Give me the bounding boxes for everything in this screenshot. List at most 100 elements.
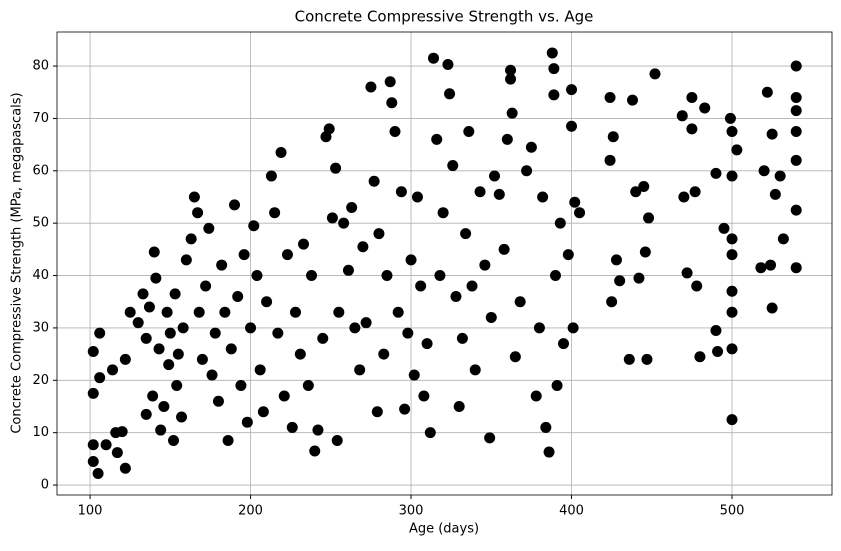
- point: [453, 400, 465, 412]
- point: [469, 364, 481, 376]
- point: [140, 408, 152, 420]
- y-tick-label: 80: [32, 59, 49, 74]
- point: [726, 343, 738, 355]
- point: [257, 406, 269, 418]
- point: [694, 351, 706, 363]
- point: [206, 369, 218, 381]
- point: [493, 188, 505, 200]
- point: [765, 259, 777, 271]
- point: [164, 327, 176, 339]
- point: [261, 296, 273, 308]
- point: [248, 220, 260, 232]
- point: [245, 322, 257, 334]
- point: [365, 81, 377, 93]
- point: [566, 120, 578, 132]
- point: [172, 348, 184, 360]
- point: [254, 364, 266, 376]
- x-tick-label: 200: [238, 504, 263, 519]
- point: [241, 416, 253, 428]
- point: [232, 290, 244, 302]
- point: [607, 131, 619, 143]
- point: [225, 343, 237, 355]
- y-axis-label: Concrete Compressive Strength (MPa, mega…: [10, 92, 25, 433]
- point: [460, 228, 472, 240]
- point: [392, 306, 404, 318]
- point: [485, 311, 497, 323]
- point: [251, 270, 263, 282]
- point: [158, 400, 170, 412]
- x-axis-label: Age (days): [409, 522, 479, 537]
- point: [566, 84, 578, 96]
- point: [724, 112, 736, 124]
- point: [766, 302, 778, 314]
- point: [505, 73, 517, 85]
- point: [418, 390, 430, 402]
- point: [514, 296, 526, 308]
- point: [298, 238, 310, 250]
- point: [368, 175, 380, 187]
- point: [180, 254, 192, 266]
- point: [551, 380, 563, 392]
- point: [463, 126, 475, 138]
- point: [137, 288, 149, 300]
- point: [548, 89, 560, 101]
- point: [94, 372, 106, 384]
- point: [338, 217, 350, 229]
- point: [193, 306, 205, 318]
- point: [444, 88, 456, 100]
- point: [442, 58, 454, 70]
- point: [386, 97, 398, 109]
- point: [235, 380, 247, 392]
- point: [360, 317, 372, 329]
- point: [330, 162, 342, 174]
- point: [758, 165, 770, 177]
- point: [354, 364, 366, 376]
- point: [686, 91, 698, 103]
- point: [525, 141, 537, 153]
- point: [153, 343, 165, 355]
- point: [124, 306, 136, 318]
- point: [726, 249, 738, 261]
- point: [533, 322, 545, 334]
- point: [686, 123, 698, 135]
- point: [606, 296, 618, 308]
- point: [543, 446, 555, 458]
- point: [87, 455, 99, 467]
- point: [431, 133, 443, 145]
- y-tick-label: 0: [41, 478, 49, 493]
- point: [326, 212, 338, 224]
- point: [177, 322, 189, 334]
- point: [726, 126, 738, 138]
- point: [212, 395, 224, 407]
- point: [185, 233, 197, 245]
- point: [450, 290, 462, 302]
- point: [604, 154, 616, 166]
- point: [163, 359, 175, 371]
- point: [415, 280, 427, 292]
- point: [155, 424, 167, 436]
- point: [718, 222, 730, 234]
- point: [604, 91, 616, 103]
- point: [649, 68, 661, 80]
- point: [549, 270, 561, 282]
- point: [272, 327, 284, 339]
- point: [306, 270, 318, 282]
- point: [466, 280, 478, 292]
- point: [633, 272, 645, 284]
- point: [639, 246, 651, 258]
- y-tick-label: 70: [32, 111, 49, 126]
- point: [399, 403, 411, 415]
- point: [479, 259, 491, 271]
- point: [699, 102, 711, 114]
- point: [755, 262, 767, 274]
- point: [317, 332, 329, 344]
- point: [196, 353, 208, 365]
- point: [456, 332, 468, 344]
- point: [726, 233, 738, 245]
- point: [116, 426, 128, 438]
- point: [209, 327, 221, 339]
- point: [569, 196, 581, 208]
- x-tick-label: 400: [559, 504, 584, 519]
- point: [148, 246, 160, 258]
- point: [681, 267, 693, 279]
